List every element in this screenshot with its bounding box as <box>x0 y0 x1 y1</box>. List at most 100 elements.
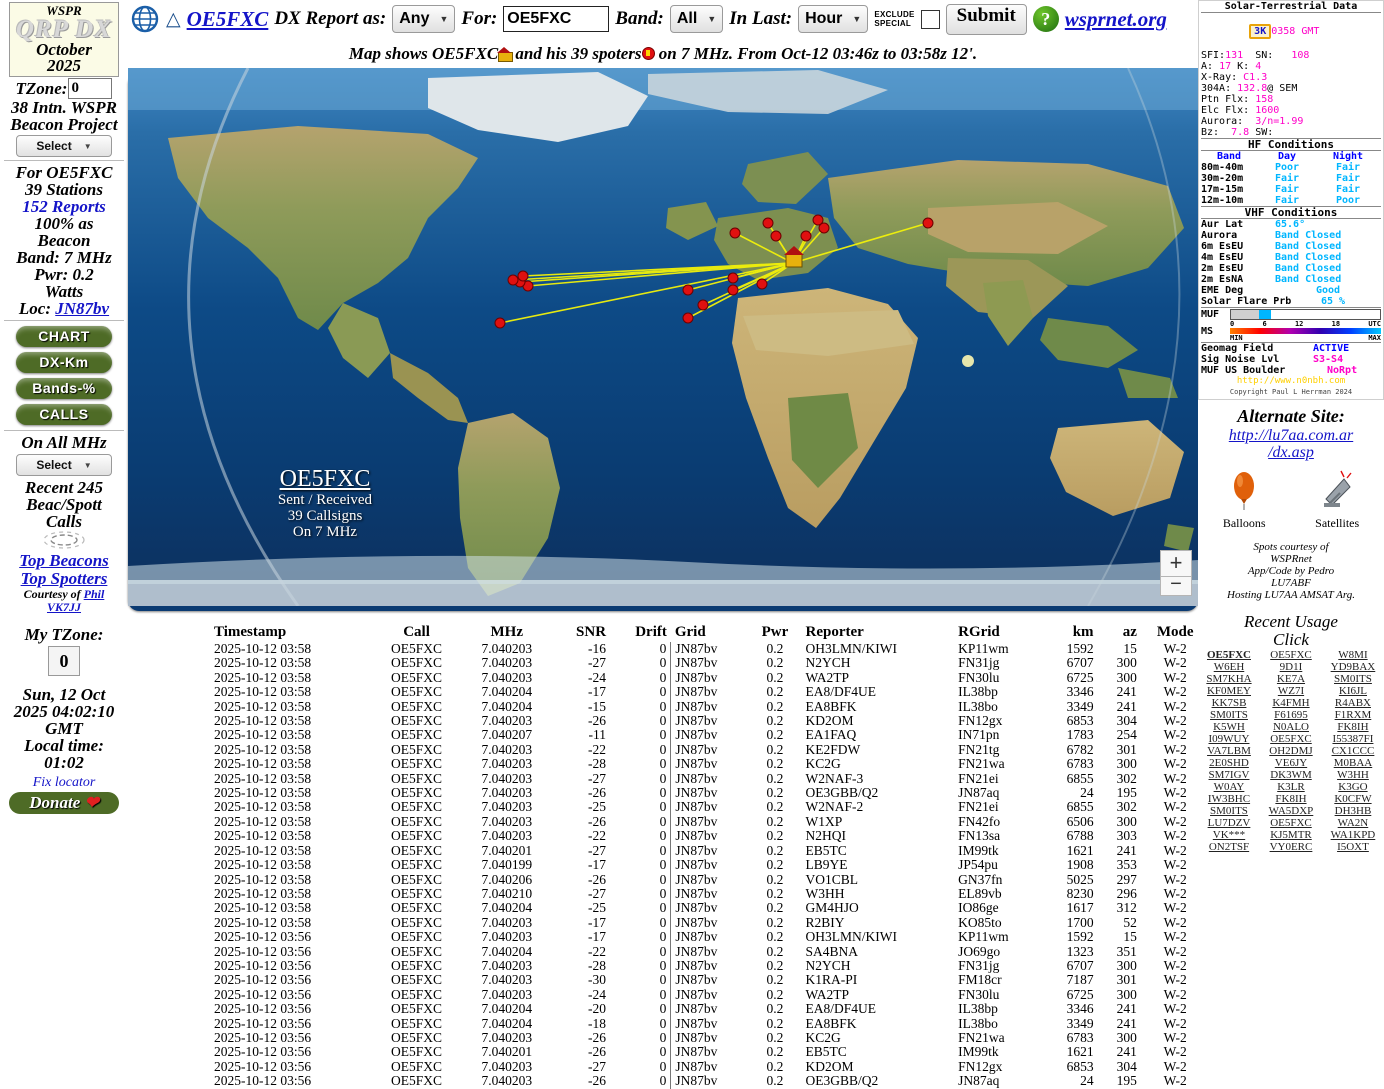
recent-usage-call[interactable]: OH2DMJ <box>1269 745 1313 757</box>
recent-usage-call[interactable]: KK7SB <box>1211 697 1247 709</box>
report-callsign-link[interactable]: OE5FXC <box>186 6 269 31</box>
satellite-icon[interactable] <box>1320 469 1354 516</box>
alternate-site-url-line-1[interactable]: http://lu7aa.com.ar <box>1228 427 1354 444</box>
recent-usage-call[interactable]: 9D1I <box>1279 661 1303 673</box>
link-top-spotters[interactable]: Top Spotters <box>20 569 108 588</box>
link-fix-locator[interactable]: Fix locator <box>32 775 96 790</box>
recent-usage-call[interactable]: WZ7I <box>1277 685 1305 697</box>
recent-usage-call[interactable]: DH3HB <box>1334 805 1372 817</box>
table-row[interactable]: 2025-10-12 03:58 OE5FXC 7.040204 -17 0 JN87bv… <box>210 684 1210 700</box>
recent-usage-call[interactable]: WA5DXP <box>1268 805 1314 817</box>
donate-button[interactable]: Donate ❤ <box>9 792 119 814</box>
table-row[interactable]: 2025-10-12 03:58 OE5FXC 7.040203 -16 0 JN87bv… <box>210 641 1210 657</box>
table-row[interactable]: 2025-10-12 03:56 OE5FXC 7.040203 -27 0 JN87bv… <box>210 1059 1210 1075</box>
recent-usage-call[interactable]: FK8IH <box>1337 721 1369 733</box>
for-callsign-input[interactable] <box>503 6 610 32</box>
table-row[interactable]: 2025-10-12 03:58 OE5FXC 7.040203 -27 0 JN87bv… <box>210 655 1210 671</box>
table-row[interactable]: 2025-10-12 03:58 OE5FXC 7.040203 -17 0 JN87bv… <box>210 915 1210 931</box>
table-header-az[interactable]: az <box>1122 624 1137 640</box>
table-row[interactable]: 2025-10-12 03:56 OE5FXC 7.040203 -17 0 JN87bv… <box>210 929 1210 945</box>
table-row[interactable]: 2025-10-12 03:56 OE5FXC 7.040203 -26 0 JN87bv… <box>210 1073 1210 1089</box>
table-header-reporter[interactable]: Reporter <box>805 624 864 640</box>
recent-usage-call[interactable]: WA1KPD <box>1330 829 1376 841</box>
triangle-icon[interactable]: △ <box>166 8 181 30</box>
recent-usage-call[interactable]: N0ALO <box>1272 721 1309 733</box>
recent-usage-call[interactable]: WA2N <box>1337 817 1369 829</box>
table-row[interactable]: 2025-10-12 03:56 OE5FXC 7.040203 -30 0 JN87bv… <box>210 972 1210 988</box>
recent-usage-call[interactable]: OE5FXC <box>1206 649 1251 661</box>
recent-usage-call[interactable]: K3GO <box>1338 781 1368 793</box>
band-dropdown[interactable]: All ▼ <box>669 5 724 33</box>
table-row[interactable]: 2025-10-12 03:56 OE5FXC 7.040203 -26 0 JN87bv… <box>210 1030 1210 1046</box>
zoom-out-button[interactable]: − <box>1160 574 1192 596</box>
table-row[interactable]: 2025-10-12 03:56 OE5FXC 7.040204 -20 0 JN87bv… <box>210 1001 1210 1017</box>
balloons-label[interactable]: Balloons <box>1222 516 1266 530</box>
table-row[interactable]: 2025-10-12 03:58 OE5FXC 7.040203 -22 0 JN87bv… <box>210 742 1210 758</box>
my-tzone-value[interactable]: 0 <box>48 646 80 676</box>
recent-usage-call[interactable]: SM7KHA <box>1206 673 1252 685</box>
link-top-beacons[interactable]: Top Beacons <box>19 551 109 570</box>
table-header-call[interactable]: Call <box>403 624 430 640</box>
recent-usage-call[interactable]: 2E0SHD <box>1209 757 1249 769</box>
world-map[interactable]: OE5FXC Sent / Received 39 Callsigns On 7… <box>128 68 1198 606</box>
recent-usage-call[interactable]: KI6JL <box>1338 685 1368 697</box>
table-header-mhz[interactable]: MHz <box>490 624 523 640</box>
table-row[interactable]: 2025-10-12 03:56 OE5FXC 7.040203 -28 0 JN87bv… <box>210 958 1210 974</box>
recent-usage-call[interactable]: SM7IGV <box>1208 769 1250 781</box>
recent-usage-call[interactable]: I55387FI <box>1332 733 1374 745</box>
button-dx-km[interactable]: DX-Km <box>16 352 112 373</box>
help-icon[interactable]: ? <box>1032 6 1059 32</box>
in-last-dropdown[interactable]: Hour ▼ <box>798 5 869 33</box>
table-header-timestamp[interactable]: Timestamp <box>214 624 287 640</box>
recent-usage-call[interactable]: R4ABX <box>1334 697 1371 709</box>
recent-usage-call[interactable]: I5OXT <box>1337 841 1369 853</box>
recent-usage-call[interactable]: VY0ERC <box>1269 841 1313 853</box>
table-row[interactable]: 2025-10-12 03:58 OE5FXC 7.040199 -17 0 JN87bv… <box>210 857 1210 873</box>
recent-usage-call[interactable]: SM0ITS <box>1210 709 1248 721</box>
recent-usage-call[interactable]: OE5FXC <box>1270 817 1312 829</box>
recent-usage-call[interactable]: YD9BAX <box>1330 661 1376 673</box>
table-row[interactable]: 2025-10-12 03:58 OE5FXC 7.040203 -28 0 JN87bv… <box>210 756 1210 772</box>
table-header-grid[interactable]: Grid <box>674 624 706 640</box>
recent-usage-call[interactable]: F61695 <box>1274 709 1308 721</box>
recent-usage-call[interactable]: FK8IH <box>1275 793 1307 805</box>
button-calls[interactable]: CALLS <box>16 404 112 425</box>
recent-usage-call[interactable]: CX1CCC <box>1331 745 1375 757</box>
table-row[interactable]: 2025-10-12 03:56 OE5FXC 7.040204 -22 0 JN87bv… <box>210 944 1210 959</box>
table-row[interactable]: 2025-10-12 03:58 OE5FXC 7.040206 -26 0 JN87bv… <box>210 872 1210 887</box>
reports-count[interactable]: 152 Reports <box>22 197 106 216</box>
locator-value[interactable]: JN87bv <box>55 299 110 318</box>
table-row[interactable]: 2025-10-12 03:58 OE5FXC 7.040203 -26 0 JN87bv… <box>210 785 1210 801</box>
recent-usage-call[interactable]: K3LR <box>1277 781 1305 793</box>
as-dropdown[interactable]: Any ▼ <box>392 5 456 33</box>
table-row[interactable]: 2025-10-12 03:58 OE5FXC 7.040204 -25 0 JN87bv… <box>210 900 1210 916</box>
recent-usage-call[interactable]: VE6JY <box>1274 757 1308 769</box>
recent-usage-call[interactable]: W8MI <box>1338 649 1368 661</box>
table-header-rgrid[interactable]: RGrid <box>958 624 1000 640</box>
table-row[interactable]: 2025-10-12 03:56 OE5FXC 7.040204 -18 0 JN87bv… <box>210 1016 1210 1031</box>
table-row[interactable]: 2025-10-12 03:56 OE5FXC 7.040201 -26 0 JN87bv… <box>210 1044 1210 1060</box>
globe-icon[interactable] <box>130 4 160 34</box>
recent-usage-call[interactable]: IW3BHC <box>1207 793 1251 805</box>
satellites-label[interactable]: Satellites <box>1315 516 1360 530</box>
table-row[interactable]: 2025-10-12 03:58 OE5FXC 7.040203 -22 0 JN87bv… <box>210 828 1210 844</box>
recent-usage-call[interactable]: I09WUY <box>1208 733 1250 745</box>
table-row[interactable]: 2025-10-12 03:58 OE5FXC 7.040203 -26 0 JN87bv… <box>210 713 1210 729</box>
recent-usage-call[interactable]: KJ5MTR <box>1270 829 1312 841</box>
table-row[interactable]: 2025-10-12 03:58 OE5FXC 7.040201 -27 0 JN87bv… <box>210 843 1210 859</box>
submit-button[interactable]: Submit <box>945 3 1027 35</box>
link-vk7jj[interactable]: VK7JJ <box>46 600 81 614</box>
zoom-in-button[interactable]: + <box>1160 550 1192 577</box>
recent-usage-call[interactable]: W0AY <box>1213 781 1245 793</box>
n0nbh-site-link[interactable]: http://www.n0nbh.com <box>1236 376 1346 386</box>
recent-usage-call[interactable]: F1RXM <box>1334 709 1372 721</box>
table-header-pwr[interactable]: Pwr <box>761 624 789 640</box>
table-row[interactable]: 2025-10-12 03:58 OE5FXC 7.040210 -27 0 JN87bv… <box>210 886 1210 902</box>
recent-usage-call[interactable]: LU7DZV <box>1207 817 1251 829</box>
recent-usage-call[interactable]: VA7LBM <box>1207 745 1251 757</box>
recent-usage-call[interactable]: DK3WM <box>1270 769 1312 781</box>
recent-usage-call[interactable]: K5WH <box>1213 721 1245 733</box>
balloon-icon[interactable] <box>1229 469 1259 516</box>
recent-usage-call[interactable]: K0CFW <box>1334 793 1372 805</box>
exclude-special-checkbox[interactable] <box>920 9 940 29</box>
